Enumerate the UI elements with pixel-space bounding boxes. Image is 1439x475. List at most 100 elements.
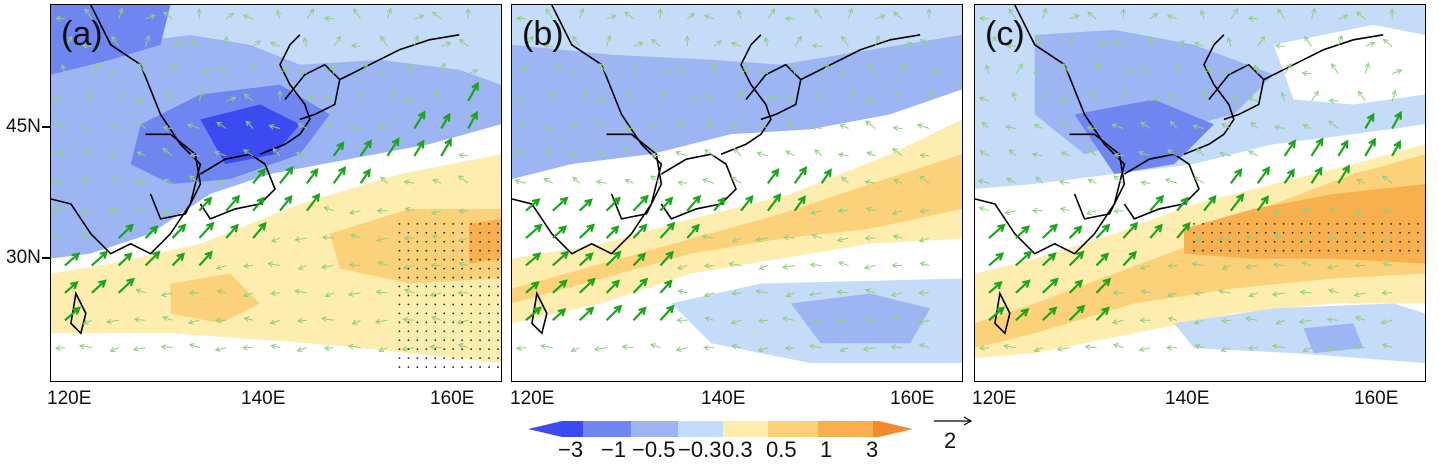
- wind-vector-head: [349, 124, 356, 131]
- significance-dot: [425, 276, 428, 279]
- wind-vector-head: [1272, 262, 1279, 268]
- wind-vector-head: [838, 260, 845, 267]
- wind-vector-head: [823, 63, 829, 69]
- wind-vector: [243, 292, 254, 297]
- wind-vector-head: [1035, 176, 1042, 183]
- wind-vector-head: [996, 223, 1006, 232]
- wind-vector: [1364, 63, 1369, 74]
- wind-vector: [919, 175, 930, 184]
- wind-vector-head: [784, 345, 791, 351]
- wind-vector-head: [1128, 250, 1137, 260]
- wind-vector-head: [559, 196, 569, 205]
- wind-vector-head: [1248, 292, 1255, 298]
- wind-vector: [729, 263, 742, 266]
- wind-vector-head: [1380, 319, 1387, 325]
- significance-dot: [407, 294, 410, 297]
- significance-dot: [1211, 249, 1213, 252]
- wind-vector: [622, 346, 634, 349]
- wind-vector: [1059, 181, 1070, 184]
- wind-vector: [821, 63, 829, 74]
- wind-vector-head: [432, 178, 439, 184]
- wind-vector: [1122, 251, 1137, 267]
- wind-vector-head: [677, 288, 684, 295]
- significance-dot: [1193, 222, 1195, 225]
- wind-vector: [1012, 92, 1017, 102]
- shading-region: [51, 154, 501, 381]
- significance-dot: [416, 303, 419, 306]
- wind-vector-head: [350, 233, 357, 239]
- wind-vector-head: [711, 62, 717, 69]
- wind-vector: [430, 346, 442, 349]
- significance-dot: [1246, 231, 1249, 234]
- wind-vector: [785, 150, 795, 157]
- wind-vector: [552, 225, 567, 239]
- wind-vector: [793, 196, 806, 212]
- wind-vector-head: [1368, 137, 1376, 147]
- wind-vector: [55, 97, 66, 102]
- wind-vector: [1095, 307, 1109, 322]
- lon-label-a-120e: 120E: [47, 388, 92, 409]
- wind-vector-head: [572, 35, 578, 42]
- significance-dot: [1309, 249, 1312, 252]
- wind-vector-head: [892, 234, 899, 240]
- wind-vector: [892, 148, 903, 157]
- wind-vector: [1338, 14, 1348, 20]
- significance-dot: [1228, 231, 1231, 234]
- wind-vector: [163, 127, 173, 129]
- significance-dot: [1291, 222, 1294, 225]
- wind-vector-head: [919, 38, 926, 45]
- wind-vector: [809, 345, 822, 349]
- wind-vector: [118, 90, 126, 102]
- significance-dot: [1237, 240, 1240, 243]
- wind-vector: [1088, 179, 1097, 184]
- wind-vector-head: [666, 304, 675, 314]
- wind-vector: [875, 14, 885, 20]
- wind-vector-head: [189, 152, 196, 159]
- wind-vector-head: [135, 206, 142, 213]
- wind-vector: [376, 291, 388, 294]
- wind-vector: [928, 90, 933, 102]
- wind-vector: [810, 210, 822, 214]
- wind-vector: [117, 224, 134, 239]
- coastline: [1208, 63, 1265, 121]
- wind-vector-head: [611, 279, 621, 288]
- significance-dot: [407, 348, 410, 351]
- wind-vector-head: [865, 120, 871, 126]
- significance-dot: [488, 294, 490, 297]
- significance-dot: [461, 258, 464, 261]
- wind-vector: [545, 8, 554, 20]
- significance-dot: [1273, 222, 1276, 225]
- wind-vector-head: [1328, 97, 1335, 104]
- shading-region: [512, 89, 962, 259]
- wind-vector-head: [1020, 308, 1030, 317]
- significance-dot: [434, 276, 437, 279]
- wind-vector: [632, 278, 648, 294]
- wind-vector-head: [376, 207, 383, 214]
- wind-vector-head: [1396, 68, 1403, 75]
- wind-vector: [1391, 141, 1401, 157]
- wind-vector: [1356, 11, 1366, 20]
- significance-dot: [407, 312, 410, 315]
- lon-label-a-160e: 160E: [430, 388, 475, 409]
- wind-vector-head: [1073, 14, 1080, 20]
- wind-vector-head: [228, 12, 235, 19]
- wind-vector-head: [1049, 223, 1059, 233]
- wind-vector: [1061, 151, 1070, 157]
- wind-vector-head: [593, 346, 600, 352]
- wind-vector-head: [269, 319, 276, 325]
- wind-vector-head: [1139, 317, 1145, 324]
- wind-vector-head: [605, 34, 612, 41]
- wind-vector-head: [1382, 261, 1389, 268]
- wind-vector-head: [1032, 70, 1039, 77]
- wind-vector: [161, 292, 173, 296]
- wind-vector: [1273, 264, 1285, 266]
- wind-vector-head: [782, 234, 789, 241]
- significance-dot: [443, 321, 446, 324]
- shading-region: [790, 293, 931, 344]
- wind-vector-head: [978, 96, 985, 102]
- wind-vector: [1248, 17, 1258, 20]
- wind-vector-head: [1086, 125, 1093, 131]
- significance-dot: [416, 348, 419, 351]
- wind-vector-head: [54, 96, 61, 102]
- wind-vector: [892, 210, 903, 215]
